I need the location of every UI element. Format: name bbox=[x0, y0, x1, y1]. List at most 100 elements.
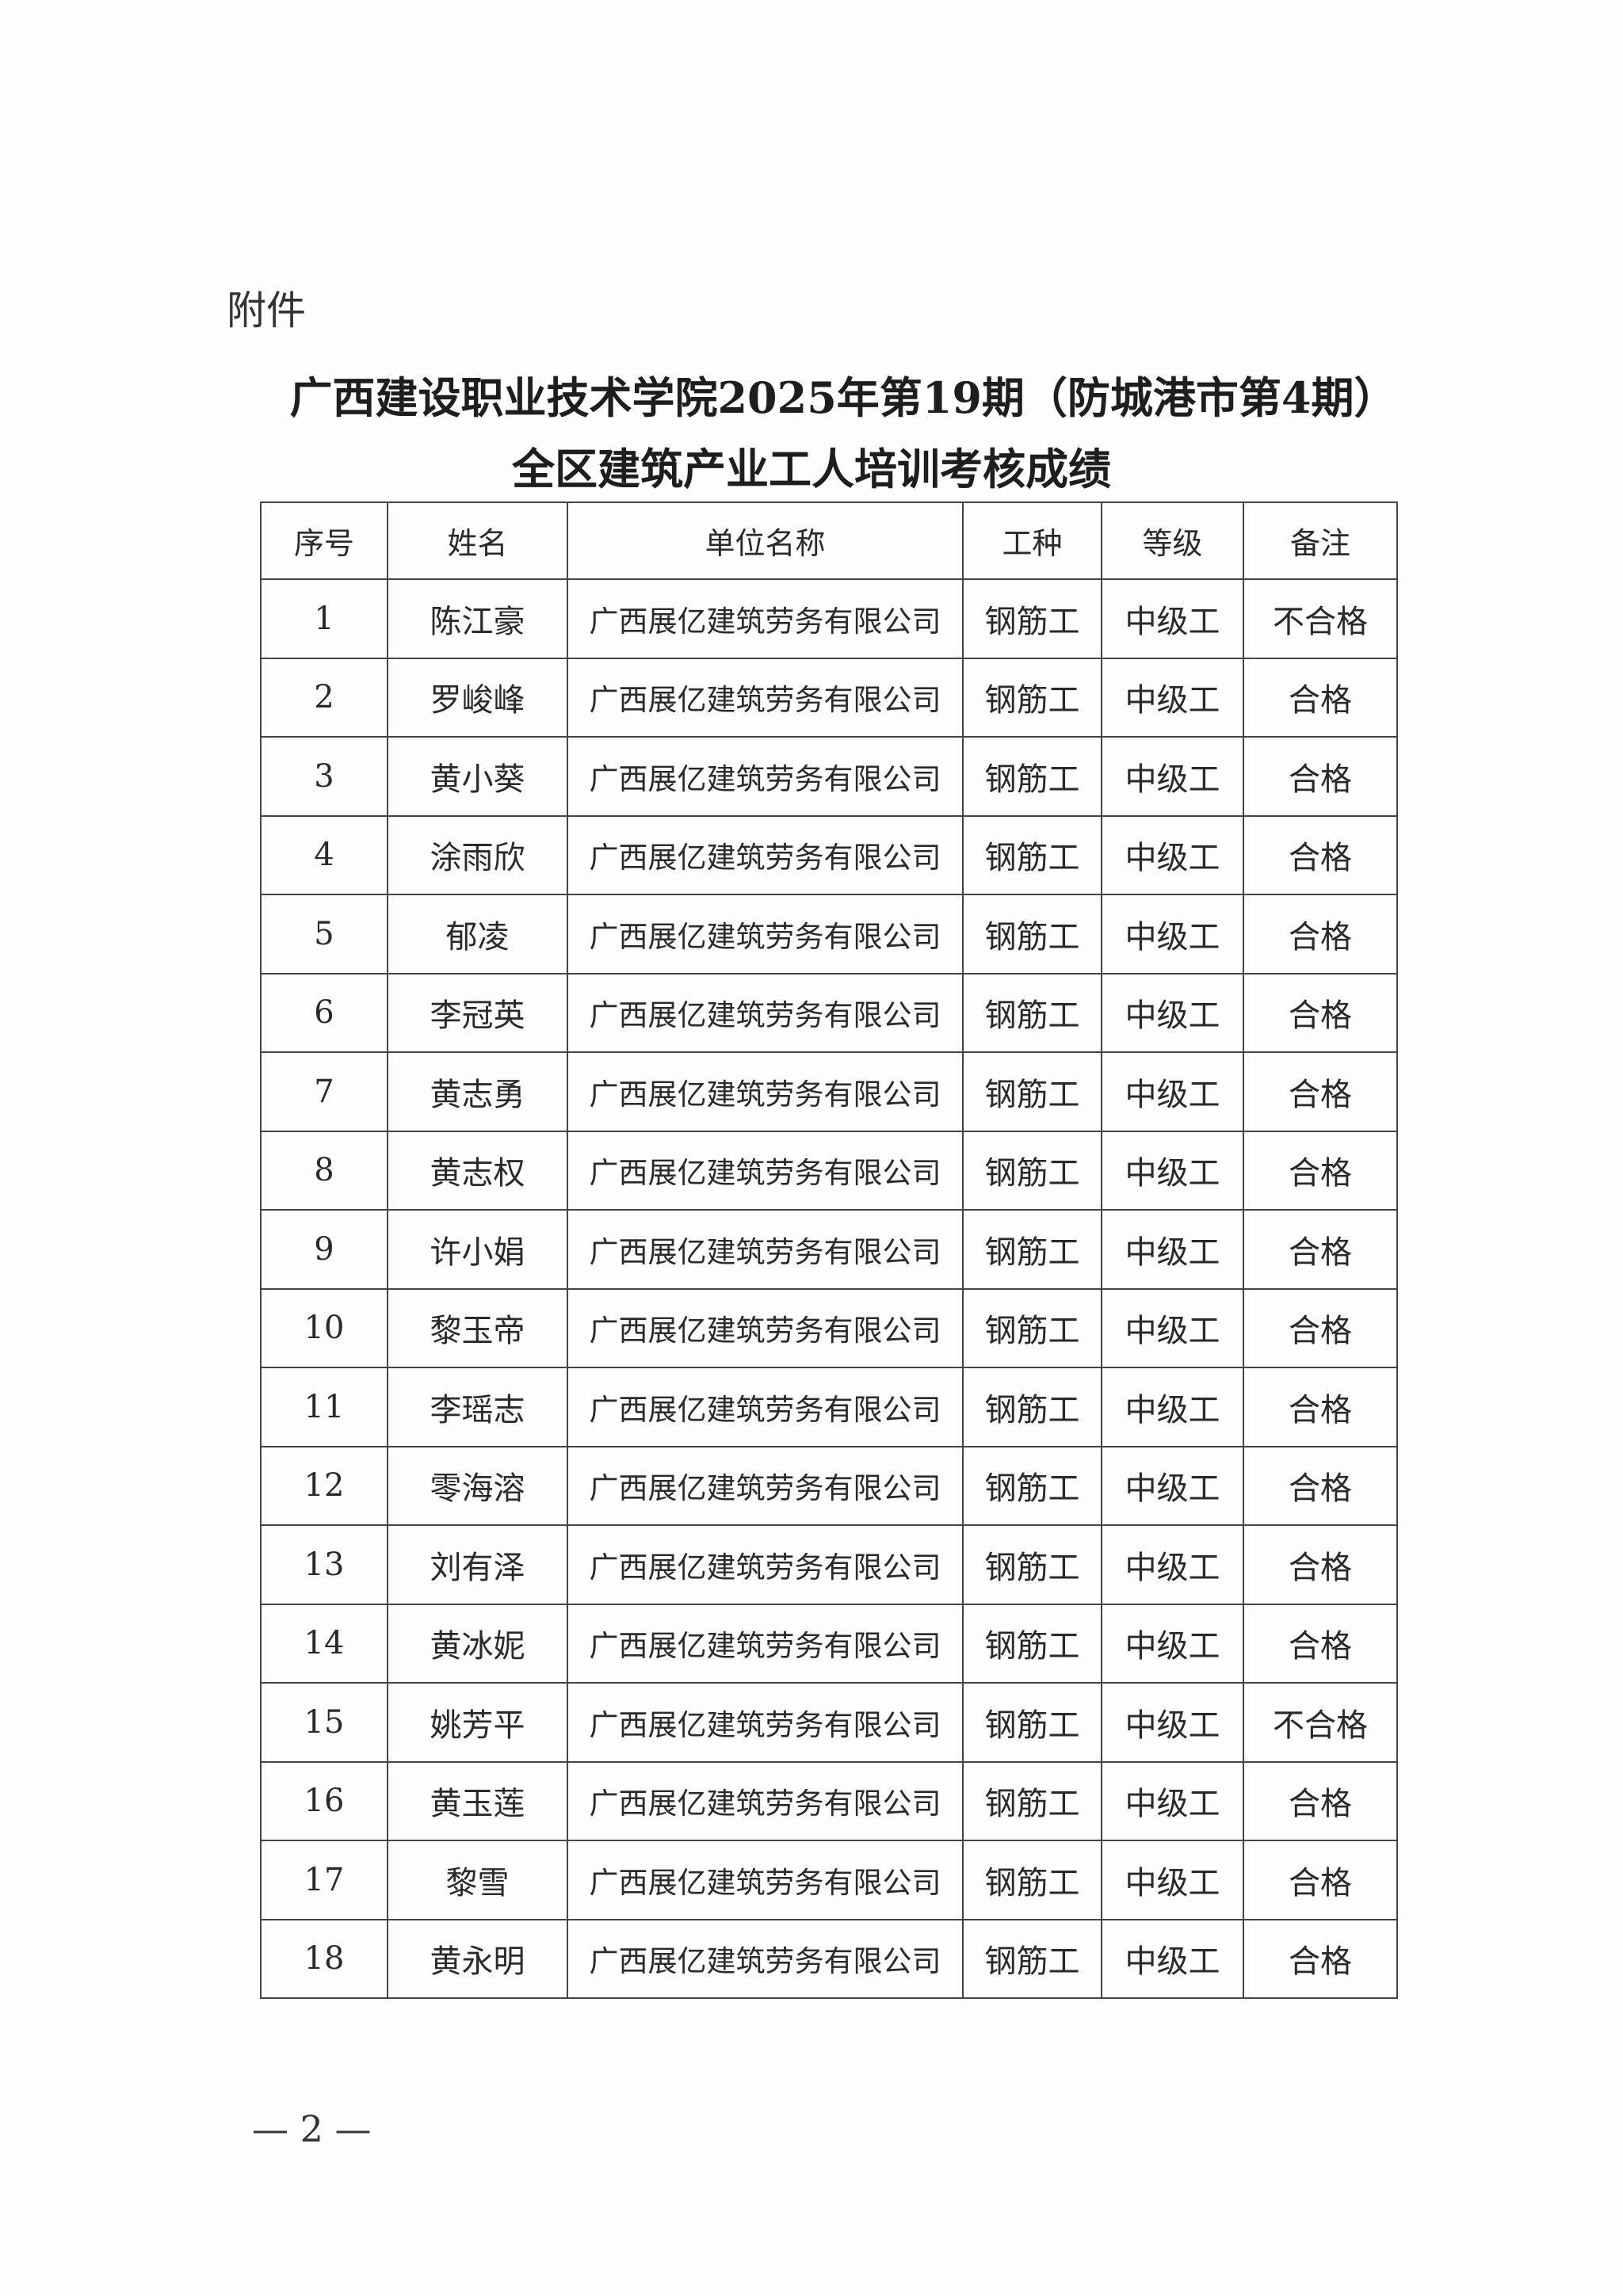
table-header-row: 序号 姓名 单位名称 工种 等级 备注 bbox=[260, 502, 1398, 580]
cell-col-company: 广西展亿建筑劳务有限公司 bbox=[567, 1130, 964, 1211]
cell-col-level: 中级工 bbox=[1101, 1840, 1244, 1920]
table-row: 8 黄志权 广西展亿建筑劳务有限公司 钢筋工 中级工 合格 bbox=[260, 1130, 1398, 1211]
table-row: 7 黄志勇 广西展亿建筑劳务有限公司 钢筋工 中级工 合格 bbox=[260, 1051, 1398, 1132]
cell-col-company: 广西展亿建筑劳务有限公司 bbox=[567, 1918, 964, 1999]
table-row: 11 李瑶志 广西展亿建筑劳务有限公司 钢筋工 中级工 合格 bbox=[260, 1367, 1398, 1447]
cell-col-name: 零海溶 bbox=[387, 1445, 568, 1526]
table-row: 9 许小娟 广西展亿建筑劳务有限公司 钢筋工 中级工 合格 bbox=[260, 1209, 1398, 1290]
cell-col-name: 黄冰妮 bbox=[387, 1603, 568, 1684]
cell-col-name: 涂雨欣 bbox=[387, 814, 568, 895]
cell-col-company: 广西展亿建筑劳务有限公司 bbox=[567, 1367, 964, 1447]
cell-col-name: 罗峻峰 bbox=[387, 657, 568, 738]
cell-col-company: 广西展亿建筑劳务有限公司 bbox=[567, 972, 964, 1053]
header-col-trade: 工种 bbox=[962, 502, 1102, 580]
cell-col-index: 13 bbox=[260, 1524, 388, 1605]
cell-col-remark: 合格 bbox=[1243, 657, 1398, 738]
cell-col-name: 黄玉莲 bbox=[387, 1760, 568, 1841]
cell-col-level: 中级工 bbox=[1101, 736, 1244, 817]
cell-col-index: 4 bbox=[260, 814, 388, 895]
cell-col-index: 10 bbox=[260, 1287, 388, 1368]
cell-col-remark: 合格 bbox=[1243, 1287, 1398, 1368]
cell-col-index: 18 bbox=[260, 1918, 388, 1999]
cell-col-level: 中级工 bbox=[1101, 894, 1244, 974]
cell-col-name: 刘有泽 bbox=[387, 1524, 568, 1605]
cell-col-index: 8 bbox=[260, 1130, 388, 1211]
cell-col-remark: 合格 bbox=[1243, 1209, 1398, 1290]
cell-col-name: 黄志权 bbox=[387, 1130, 568, 1211]
cell-col-trade: 钢筋工 bbox=[962, 1918, 1102, 1999]
cell-col-level: 中级工 bbox=[1101, 972, 1244, 1053]
cell-col-remark: 合格 bbox=[1243, 1367, 1398, 1447]
cell-col-trade: 钢筋工 bbox=[962, 1603, 1102, 1684]
cell-col-company: 广西展亿建筑劳务有限公司 bbox=[567, 1287, 964, 1368]
cell-col-trade: 钢筋工 bbox=[962, 894, 1102, 974]
cell-col-company: 广西展亿建筑劳务有限公司 bbox=[567, 1760, 964, 1841]
cell-col-level: 中级工 bbox=[1101, 1051, 1244, 1132]
cell-col-company: 广西展亿建筑劳务有限公司 bbox=[567, 814, 964, 895]
cell-col-index: 11 bbox=[260, 1367, 388, 1447]
cell-col-level: 中级工 bbox=[1101, 1367, 1244, 1447]
cell-col-remark: 合格 bbox=[1243, 1524, 1398, 1605]
cell-col-name: 李瑶志 bbox=[387, 1367, 568, 1447]
table-row: 10 黎玉帝 广西展亿建筑劳务有限公司 钢筋工 中级工 合格 bbox=[260, 1287, 1398, 1368]
document-title-line1: 广西建设职业技术学院2025年第19期（防城港市第4期） bbox=[289, 372, 1397, 423]
cell-col-remark: 不合格 bbox=[1243, 1682, 1398, 1763]
cell-col-trade: 钢筋工 bbox=[962, 1209, 1102, 1290]
cell-col-trade: 钢筋工 bbox=[962, 657, 1102, 738]
cell-col-index: 14 bbox=[260, 1603, 388, 1684]
cell-col-remark: 合格 bbox=[1243, 1603, 1398, 1684]
cell-col-level: 中级工 bbox=[1101, 1682, 1244, 1763]
table-row: 4 涂雨欣 广西展亿建筑劳务有限公司 钢筋工 中级工 合格 bbox=[260, 814, 1398, 895]
table-row: 17 黎雪 广西展亿建筑劳务有限公司 钢筋工 中级工 合格 bbox=[260, 1840, 1398, 1920]
cell-col-level: 中级工 bbox=[1101, 814, 1244, 895]
cell-col-trade: 钢筋工 bbox=[962, 972, 1102, 1053]
cell-col-trade: 钢筋工 bbox=[962, 1130, 1102, 1211]
document-title-line2: 全区建筑产业工人培训考核成绩 bbox=[512, 444, 1111, 494]
cell-col-company: 广西展亿建筑劳务有限公司 bbox=[567, 1209, 964, 1290]
cell-col-remark: 合格 bbox=[1243, 1130, 1398, 1211]
cell-col-company: 广西展亿建筑劳务有限公司 bbox=[567, 578, 964, 659]
cell-col-name: 郁凌 bbox=[387, 894, 568, 974]
attachment-label: 附件 bbox=[227, 288, 306, 334]
cell-col-company: 广西展亿建筑劳务有限公司 bbox=[567, 1051, 964, 1132]
cell-col-index: 7 bbox=[260, 1051, 388, 1132]
cell-col-trade: 钢筋工 bbox=[962, 1051, 1102, 1132]
cell-col-trade: 钢筋工 bbox=[962, 1682, 1102, 1763]
table-row: 18 黄永明 广西展亿建筑劳务有限公司 钢筋工 中级工 合格 bbox=[260, 1918, 1398, 1999]
results-table: 序号 姓名 单位名称 工种 等级 备注 1 陈江豪 广西展亿建筑劳务有限公司 钢筋工 中级工 不合格… bbox=[260, 502, 1398, 1999]
table-row: 6 李冠英 广西展亿建筑劳务有限公司 钢筋工 中级工 合格 bbox=[260, 972, 1398, 1053]
cell-col-index: 3 bbox=[260, 736, 388, 817]
cell-col-remark: 合格 bbox=[1243, 1760, 1398, 1841]
cell-col-remark: 合格 bbox=[1243, 894, 1398, 974]
cell-col-remark: 合格 bbox=[1243, 1445, 1398, 1526]
cell-col-trade: 钢筋工 bbox=[962, 1524, 1102, 1605]
header-col-index: 序号 bbox=[260, 502, 388, 580]
cell-col-index: 12 bbox=[260, 1445, 388, 1526]
table-row: 12 零海溶 广西展亿建筑劳务有限公司 钢筋工 中级工 合格 bbox=[260, 1445, 1398, 1526]
header-col-company: 单位名称 bbox=[567, 502, 964, 580]
table-row: 13 刘有泽 广西展亿建筑劳务有限公司 钢筋工 中级工 合格 bbox=[260, 1524, 1398, 1605]
cell-col-level: 中级工 bbox=[1101, 1287, 1244, 1368]
table-row: 16 黄玉莲 广西展亿建筑劳务有限公司 钢筋工 中级工 合格 bbox=[260, 1760, 1398, 1841]
cell-col-trade: 钢筋工 bbox=[962, 1367, 1102, 1447]
table-row: 5 郁凌 广西展亿建筑劳务有限公司 钢筋工 中级工 合格 bbox=[260, 894, 1398, 974]
cell-col-level: 中级工 bbox=[1101, 1760, 1244, 1841]
cell-col-trade: 钢筋工 bbox=[962, 1840, 1102, 1920]
header-col-remark: 备注 bbox=[1243, 502, 1398, 580]
cell-col-company: 广西展亿建筑劳务有限公司 bbox=[567, 1682, 964, 1763]
cell-col-name: 黄永明 bbox=[387, 1918, 568, 1999]
table-row: 15 姚芳平 广西展亿建筑劳务有限公司 钢筋工 中级工 不合格 bbox=[260, 1682, 1398, 1763]
cell-col-trade: 钢筋工 bbox=[962, 578, 1102, 659]
cell-col-level: 中级工 bbox=[1101, 1445, 1244, 1526]
header-col-level: 等级 bbox=[1101, 502, 1244, 580]
cell-col-company: 广西展亿建筑劳务有限公司 bbox=[567, 894, 964, 974]
table-row: 3 黄小葵 广西展亿建筑劳务有限公司 钢筋工 中级工 合格 bbox=[260, 736, 1398, 817]
table-row: 2 罗峻峰 广西展亿建筑劳务有限公司 钢筋工 中级工 合格 bbox=[260, 657, 1398, 738]
cell-col-company: 广西展亿建筑劳务有限公司 bbox=[567, 1603, 964, 1684]
cell-col-level: 中级工 bbox=[1101, 1524, 1244, 1605]
cell-col-name: 姚芳平 bbox=[387, 1682, 568, 1763]
cell-col-remark: 合格 bbox=[1243, 1051, 1398, 1132]
cell-col-level: 中级工 bbox=[1101, 1918, 1244, 1999]
cell-col-remark: 合格 bbox=[1243, 736, 1398, 817]
cell-col-name: 黎雪 bbox=[387, 1840, 568, 1920]
